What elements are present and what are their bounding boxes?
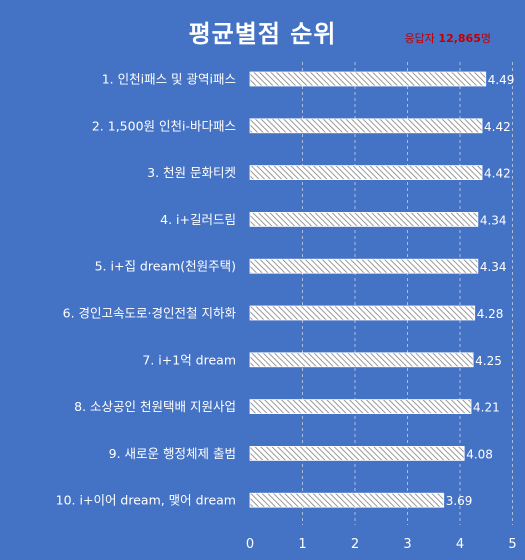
value-label: 4.25 — [475, 354, 502, 368]
value-label: 3.69 — [446, 494, 473, 508]
value-label: 4.21 — [473, 401, 500, 415]
category-label: 5. i+집 dream(천원주택) — [95, 259, 236, 274]
respondent-suffix: 명 — [480, 32, 491, 45]
category-label: 9. 새로운 행정체제 출범 — [109, 446, 236, 461]
category-label: 8. 소상공인 천원택배 지원사업 — [74, 399, 236, 414]
x-tick-label: 2 — [351, 537, 359, 552]
bar — [249, 71, 487, 87]
category-label: 3. 천원 문화티켓 — [147, 165, 236, 180]
respondent-count: 12,865 — [438, 32, 481, 45]
bar — [249, 399, 472, 415]
bar — [249, 118, 483, 134]
respondent-prefix: 응답자 — [404, 32, 439, 45]
x-tick-label: 0 — [246, 537, 254, 552]
category-label: 1. 인천i패스 및 광역i패스 — [102, 72, 236, 87]
x-tick-label: 3 — [403, 537, 411, 552]
bar — [249, 492, 445, 508]
bar — [249, 165, 483, 181]
x-tick-label: 5 — [508, 537, 516, 552]
bar — [249, 352, 474, 368]
value-label: 4.34 — [480, 213, 507, 227]
bar — [249, 445, 465, 461]
value-label: 4.34 — [480, 260, 507, 274]
value-label: 4.49 — [488, 73, 515, 87]
x-axis-ticks: 0 1 2 3 4 5 — [246, 537, 517, 552]
x-tick-label: 1 — [298, 537, 306, 552]
category-label: 2. 1,500원 인천i-바다패스 — [92, 118, 236, 133]
value-label: 4.08 — [466, 447, 493, 461]
category-label: 6. 경인고속도로·경인전철 지하화 — [63, 306, 237, 321]
bar — [249, 211, 479, 227]
value-label: 4.42 — [484, 167, 511, 181]
bar — [249, 258, 479, 274]
category-label: 7. i+1억 dream — [142, 352, 236, 367]
value-label: 4.28 — [477, 307, 504, 321]
value-labels: 4.49 4.42 4.42 4.34 4.34 4.28 4.25 4.21 4.08 3.69 — [446, 73, 515, 508]
chart-title: 평균별점 순위 — [188, 20, 337, 48]
category-label: 10. i+이어 dream, 맺어 dream — [56, 493, 236, 508]
category-label: 4. i+길러드림 — [160, 212, 236, 227]
bar — [249, 305, 476, 321]
respondent-count-note: 응답자 12,865명 — [405, 30, 491, 46]
value-label: 4.42 — [484, 120, 511, 134]
x-tick-label: 4 — [456, 537, 464, 552]
bars — [249, 71, 487, 508]
category-labels: 1. 인천i패스 및 광역i패스 2. 1,500원 인천i-바다패스 3. 천원 … — [56, 72, 237, 508]
